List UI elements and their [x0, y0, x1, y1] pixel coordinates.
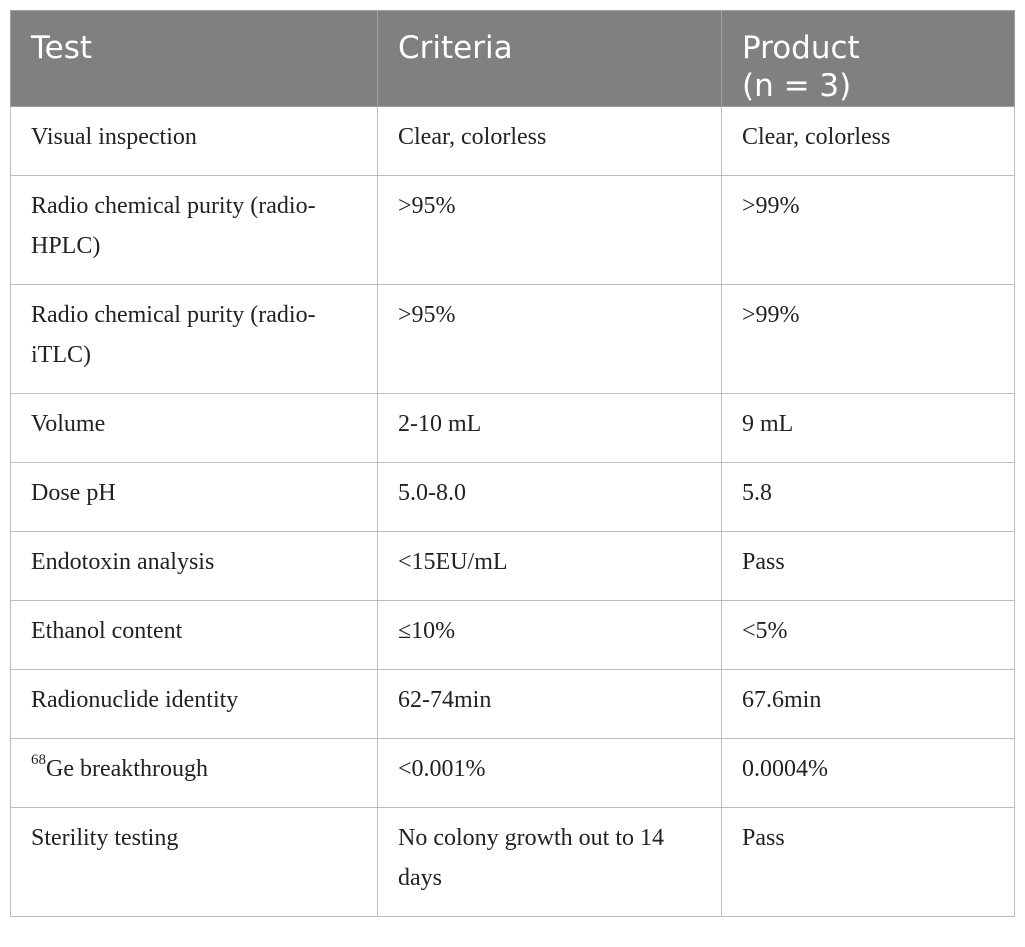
cell-test-text: Ge breakthrough [46, 756, 208, 782]
cell-test: Ethanol content [10, 600, 378, 670]
cell-criteria: Clear, colorless [377, 106, 722, 176]
cell-product: Clear, colorless [721, 106, 1015, 176]
cell-test: 68Ge breakthrough [10, 738, 378, 808]
cell-product: Pass [721, 807, 1015, 917]
table-row: Sterility testing No colony growth out t… [10, 807, 1015, 917]
cell-criteria: <15EU/mL [377, 531, 722, 601]
cell-product: >99% [721, 175, 1015, 285]
cell-criteria: ≤10% [377, 600, 722, 670]
cell-test: Radio chemical purity (radio-HPLC) [10, 175, 378, 285]
cell-product: 67.6min [721, 669, 1015, 739]
cell-product: Pass [721, 531, 1015, 601]
table-row: Radionuclide identity 62-74min 67.6min [10, 669, 1015, 739]
header-product-line2: (n = 3) [742, 68, 852, 104]
table-row: Radio chemical purity (radio-iTLC) >95% … [10, 284, 1015, 394]
cell-product: >99% [721, 284, 1015, 394]
cell-criteria: >95% [377, 284, 722, 394]
cell-criteria: <0.001% [377, 738, 722, 808]
header-product-line1: Product [742, 30, 860, 66]
cell-test: Endotoxin analysis [10, 531, 378, 601]
header-criteria: Criteria [377, 10, 722, 107]
quality-control-table: Test Criteria Product (n = 3) Visual ins… [10, 10, 1015, 917]
table-row: Ethanol content ≤10% <5% [10, 600, 1015, 670]
cell-test: Visual inspection [10, 106, 378, 176]
header-row: Test Criteria Product (n = 3) [10, 10, 1015, 107]
cell-test: Sterility testing [10, 807, 378, 917]
cell-product: 5.8 [721, 462, 1015, 532]
cell-test: Volume [10, 393, 378, 463]
header-test: Test [10, 10, 378, 107]
cell-test: Dose pH [10, 462, 378, 532]
cell-criteria: >95% [377, 175, 722, 285]
cell-criteria: 5.0-8.0 [377, 462, 722, 532]
cell-product: <5% [721, 600, 1015, 670]
cell-product: 0.0004% [721, 738, 1015, 808]
table-row: Dose pH 5.0-8.0 5.8 [10, 462, 1015, 532]
cell-test: Radionuclide identity [10, 669, 378, 739]
table-row: Visual inspection Clear, colorless Clear… [10, 106, 1015, 176]
table-row: 68Ge breakthrough <0.001% 0.0004% [10, 738, 1015, 808]
cell-product: 9 mL [721, 393, 1015, 463]
cell-criteria: 62-74min [377, 669, 722, 739]
header-product: Product (n = 3) [721, 10, 1015, 107]
cell-criteria: 2-10 mL [377, 393, 722, 463]
cell-criteria: No colony growth out to 14 days [377, 807, 722, 917]
isotope-mass-number: 68 [31, 752, 46, 768]
cell-test: Radio chemical purity (radio-iTLC) [10, 284, 378, 394]
table-row: Volume 2-10 mL 9 mL [10, 393, 1015, 463]
table-row: Radio chemical purity (radio-HPLC) >95% … [10, 175, 1015, 285]
table-row: Endotoxin analysis <15EU/mL Pass [10, 531, 1015, 601]
